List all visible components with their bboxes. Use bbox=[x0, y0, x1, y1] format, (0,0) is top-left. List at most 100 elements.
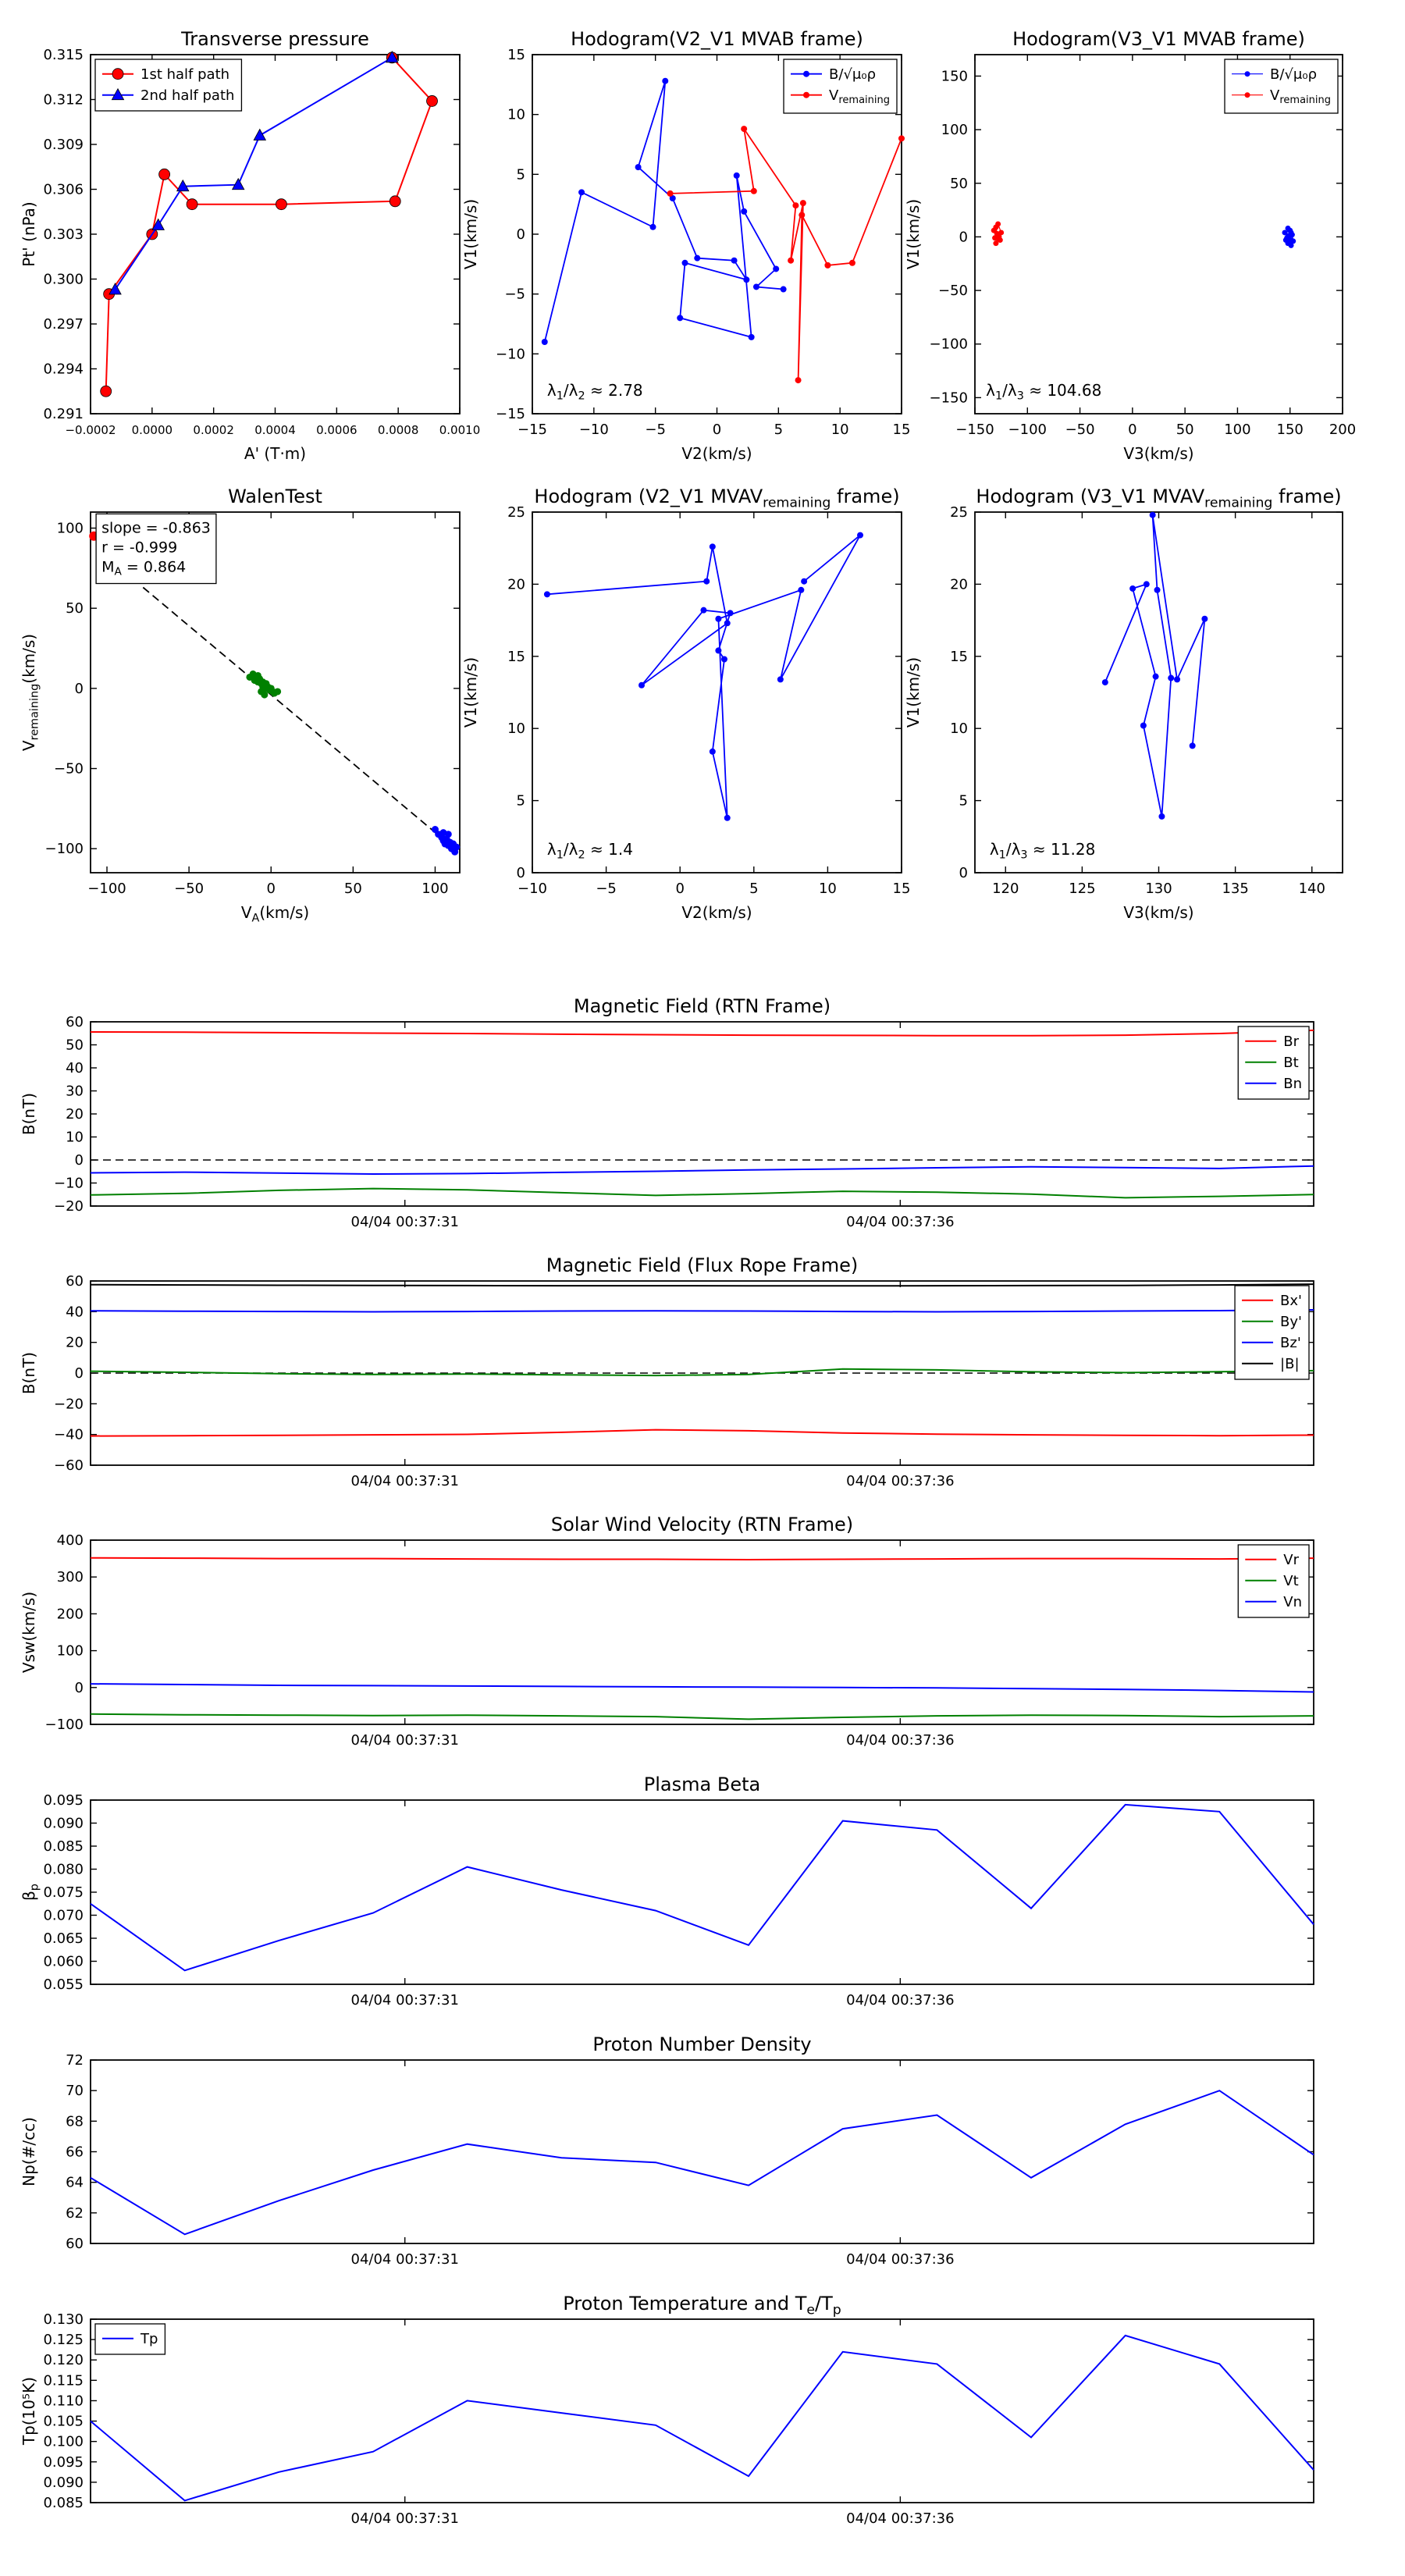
x-tick-label: 04/04 00:37:31 bbox=[351, 1214, 459, 1230]
series-line bbox=[90, 1803, 1314, 1972]
y-tick-label: 100 bbox=[941, 122, 968, 138]
series-V_{remaining} bbox=[670, 128, 902, 381]
marker-dot bbox=[1244, 92, 1250, 98]
legend-label: Vremaining bbox=[1270, 87, 1331, 106]
y-tick-label: −100 bbox=[930, 336, 968, 353]
y-tick-label: 0.075 bbox=[43, 1884, 84, 1901]
legend-label: Bt bbox=[1283, 1055, 1298, 1071]
x-tick-label: 0 bbox=[1128, 422, 1136, 438]
y-tick-label: −10 bbox=[54, 1176, 84, 1192]
chart-title: Hodogram (V3_V1 MVAVremaining frame) bbox=[976, 486, 1341, 511]
marker-dot bbox=[1285, 225, 1291, 231]
y-tick-label: 25 bbox=[950, 504, 968, 521]
marker-triangle bbox=[108, 283, 122, 295]
legend: 1st half path 2nd half path bbox=[102, 66, 234, 104]
y-tick-label: 15 bbox=[950, 649, 968, 665]
y-tick-label: 72 bbox=[66, 2052, 84, 2069]
y-tick-label: 0.115 bbox=[43, 2372, 84, 2389]
marker-dot bbox=[681, 259, 688, 266]
y-tick-label: 0.110 bbox=[43, 2393, 84, 2409]
x-tick-label: 0.0008 bbox=[378, 423, 419, 437]
marker-dot bbox=[635, 164, 642, 171]
legend-label: Vt bbox=[1283, 1573, 1298, 1589]
y-tick-label: 200 bbox=[57, 1606, 84, 1622]
marker-triangle bbox=[176, 179, 190, 192]
marker-dot bbox=[724, 620, 731, 627]
marker-triangle bbox=[386, 50, 399, 63]
axes-frame bbox=[90, 1539, 1314, 1725]
y-axis-label: V1(km/s) bbox=[904, 199, 923, 269]
y-axis-label: V1(km/s) bbox=[904, 657, 923, 728]
legend-label: |B| bbox=[1280, 1356, 1299, 1372]
marker-dot bbox=[274, 688, 282, 696]
legend-label: Bz' bbox=[1280, 1335, 1301, 1351]
series-line bbox=[1104, 514, 1206, 817]
series-Vn bbox=[90, 1683, 1314, 1693]
chart-hodogram-v3v1-mvav: 120 125 130 135 140 0 5 10 15 20 25 Hodogram (V3_V1… bbox=[904, 486, 1343, 922]
y-tick-label: 0.090 bbox=[43, 2475, 84, 2491]
legend-box bbox=[1224, 59, 1339, 114]
y-tick-label: 64 bbox=[66, 2175, 84, 2191]
chart-title: Solar Wind Velocity (RTN Frame) bbox=[551, 1514, 853, 1535]
legend-label: 2nd half path bbox=[140, 87, 234, 104]
y-tick-label: 0 bbox=[959, 865, 968, 881]
marker-dot bbox=[798, 586, 805, 593]
chart-plasma-beta: 04/04 00:37:31 04/04 00:37:36 0.055 0.060 0.… bbox=[20, 1774, 1314, 2008]
x-tick-label: −10 bbox=[518, 881, 547, 897]
annotation-frame bbox=[95, 513, 217, 585]
chart-velocity-rtn: 04/04 00:37:31 04/04 00:37:36 −100 0 100 200 3… bbox=[20, 1514, 1314, 1749]
chart-hodogram-v3v1-mvab: −150 −100 −50 0 50 100 150 200 −150 −100 −50 0 50 100… bbox=[904, 28, 1356, 463]
y-axis-label: Vsw(km/s) bbox=[20, 1592, 38, 1673]
x-tick-label: 10 bbox=[819, 881, 837, 897]
annotation: λ1/λ2 ≈ 1.4 bbox=[547, 840, 633, 861]
marker-dot bbox=[741, 208, 748, 215]
series-Br bbox=[90, 1029, 1314, 1037]
y-tick-label: 20 bbox=[66, 1335, 84, 1351]
y-axis-label: Tp(10⁵K) bbox=[20, 2377, 38, 2446]
y-tick-label: 0.080 bbox=[43, 1862, 84, 1878]
marker-dot bbox=[541, 339, 548, 345]
y-tick-label: 60 bbox=[66, 2236, 84, 2252]
y-tick-label: 10 bbox=[507, 107, 525, 123]
chart-title: Transverse pressure bbox=[180, 28, 369, 50]
x-tick-label: 04/04 00:37:36 bbox=[846, 2510, 954, 2527]
marker-dot bbox=[748, 333, 755, 340]
y-tick-label: 50 bbox=[66, 1037, 84, 1054]
marker-dot bbox=[1174, 676, 1181, 683]
marker-dot bbox=[997, 237, 1003, 244]
series-Bz' bbox=[90, 1309, 1314, 1313]
y-tick-label: 20 bbox=[66, 1106, 84, 1123]
legend-label: B/√μ₀ρ bbox=[829, 66, 876, 83]
axes-frame bbox=[974, 511, 1343, 873]
marker-dot bbox=[667, 190, 674, 197]
marker-dot bbox=[1282, 229, 1288, 236]
y-tick-label: 70 bbox=[66, 2083, 84, 2099]
x-tick-label: 15 bbox=[893, 881, 911, 897]
y-tick-label: 0 bbox=[75, 1680, 84, 1696]
x-tick-label: 50 bbox=[1176, 422, 1194, 438]
x-tick-label: 130 bbox=[1145, 881, 1172, 897]
y-axis-label: Pt' (nPa) bbox=[20, 201, 38, 266]
chart-title: Proton Number Density bbox=[592, 2033, 811, 2055]
x-tick-label: 04/04 00:37:36 bbox=[846, 1473, 954, 1489]
x-axis-label: V3(km/s) bbox=[1123, 903, 1193, 922]
y-tick-label: 40 bbox=[66, 1060, 84, 1076]
marker-dot bbox=[1154, 586, 1161, 593]
marker-dot bbox=[750, 187, 757, 194]
x-tick-label: 04/04 00:37:31 bbox=[351, 1992, 459, 2008]
marker-dot bbox=[995, 232, 1001, 238]
marker-dot bbox=[733, 172, 740, 179]
x-tick-label: −5 bbox=[645, 422, 666, 438]
marker-triangle bbox=[231, 177, 245, 190]
legend-box bbox=[94, 59, 243, 112]
annotation-line: slope = -0.863 bbox=[101, 519, 211, 536]
marker-dot bbox=[720, 656, 727, 663]
y-tick-label: 15 bbox=[507, 649, 525, 665]
x-tick-label: 15 bbox=[893, 422, 911, 438]
series-2nd half path bbox=[114, 56, 393, 290]
marker-triangle bbox=[111, 87, 125, 101]
y-tick-label: 150 bbox=[941, 68, 968, 84]
axes-frame bbox=[90, 1799, 1314, 1985]
legend-label: Tp bbox=[140, 2331, 158, 2347]
marker-dot bbox=[1244, 71, 1250, 77]
